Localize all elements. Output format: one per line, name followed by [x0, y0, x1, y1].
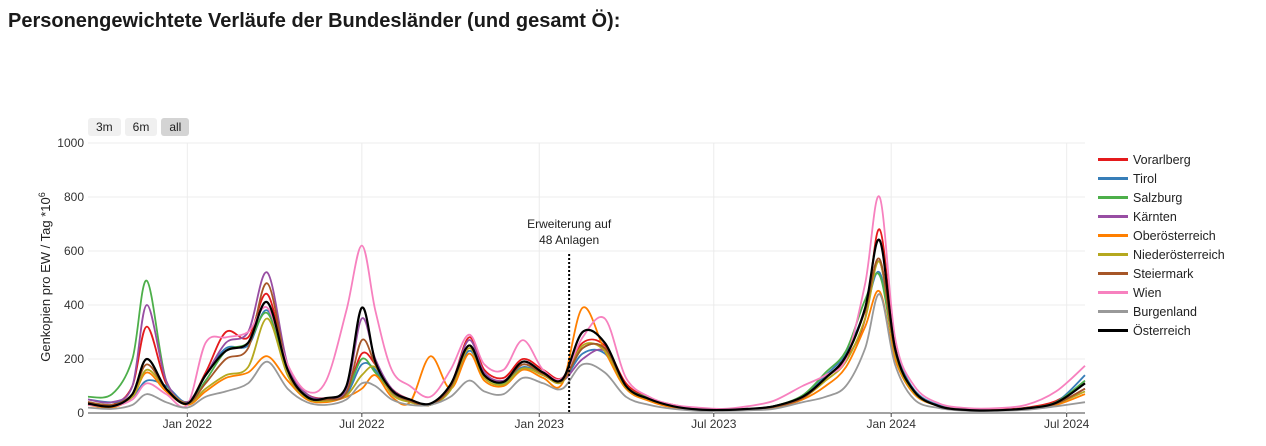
legend-item-tirol[interactable]: Tirol [1098, 169, 1225, 188]
y-axis-label-superscript: 6 [37, 192, 47, 197]
legend-label: Kärnten [1133, 209, 1177, 224]
chart-axes: 0 200 400 600 800 1000 Jan 2022 Jul 2022 Jan 202… [57, 136, 1089, 431]
legend-label: Wien [1133, 285, 1162, 300]
legend-item-salzburg[interactable]: Salzburg [1098, 188, 1225, 207]
legend-label: Oberösterreich [1133, 228, 1216, 243]
x-tick-label: Jul 2023 [691, 417, 737, 431]
legend-swatch [1098, 215, 1128, 218]
legend-label: Burgenland [1133, 304, 1197, 319]
series-line-wien[interactable] [87, 195, 1086, 410]
legend-item-nieder-sterreich[interactable]: Niederösterreich [1098, 245, 1225, 264]
x-tick-label: Jan 2024 [866, 417, 916, 431]
series-line-salzburg[interactable] [87, 272, 1086, 412]
legend-swatch [1098, 253, 1128, 256]
legend-label: Steiermark [1133, 266, 1194, 281]
legend-item-burgenland[interactable]: Burgenland [1098, 302, 1225, 321]
page-title: Personengewichtete Verläufe der Bundeslä… [8, 10, 621, 32]
legend-item-k-rnten[interactable]: Kärnten [1098, 207, 1225, 226]
x-tick-label: Jan 2023 [515, 417, 565, 431]
y-tick-label: 200 [64, 352, 84, 366]
legend-swatch [1098, 196, 1128, 199]
legend-label: Salzburg [1133, 190, 1183, 205]
chart-annotation: Erweiterung auf 48 Anlagen [527, 217, 612, 413]
legend-swatch [1098, 158, 1128, 161]
series-line-steiermark[interactable] [87, 257, 1086, 412]
legend-label: Österreich [1133, 323, 1191, 338]
legend-item-ober-sterreich[interactable]: Oberösterreich [1098, 226, 1225, 245]
range-button-all[interactable]: all [161, 118, 190, 136]
y-axis-label: Genkopien pro EW / Tag *106 [37, 192, 53, 362]
legend-swatch [1098, 234, 1128, 237]
series-line--sterreich[interactable] [87, 238, 1086, 412]
y-tick-label: 400 [64, 298, 84, 312]
chart-legend: Vorarlberg Tirol Salzburg Kärnten Oberösterr… [1098, 150, 1225, 340]
legend-swatch [1098, 310, 1128, 313]
legend-item-wien[interactable]: Wien [1098, 283, 1225, 302]
y-tick-label: 1000 [57, 136, 84, 150]
chart-series [87, 195, 1086, 412]
legend-item--sterreich[interactable]: Österreich [1098, 321, 1225, 340]
range-selector: 3m 6m all [88, 118, 190, 136]
x-tick-label: Jul 2022 [339, 417, 385, 431]
x-tick-label: Jul 2024 [1044, 417, 1090, 431]
y-tick-label: 800 [64, 190, 84, 204]
legend-label: Vorarlberg [1133, 152, 1191, 167]
series-line-burgenland[interactable] [87, 293, 1086, 412]
legend-item-steiermark[interactable]: Steiermark [1098, 264, 1225, 283]
y-axis-label-text: Genkopien pro EW / Tag *10 [38, 197, 53, 362]
range-button-6m[interactable]: 6m [124, 118, 158, 136]
legend-swatch [1098, 177, 1128, 180]
chart-grid [88, 142, 1085, 414]
legend-swatch [1098, 272, 1128, 275]
annotation-text-line2: 48 Anlagen [539, 233, 599, 247]
legend-swatch [1098, 329, 1128, 332]
y-tick-label: 0 [77, 406, 84, 420]
legend-swatch [1098, 291, 1128, 294]
legend-item-vorarlberg[interactable]: Vorarlberg [1098, 150, 1225, 169]
range-button-3m[interactable]: 3m [88, 118, 121, 136]
series-line-vorarlberg[interactable] [87, 228, 1086, 411]
legend-label: Niederösterreich [1133, 247, 1225, 262]
y-tick-label: 600 [64, 244, 84, 258]
x-tick-label: Jan 2022 [163, 417, 213, 431]
legend-label: Tirol [1133, 171, 1157, 186]
annotation-text-line1: Erweiterung auf [527, 217, 612, 231]
